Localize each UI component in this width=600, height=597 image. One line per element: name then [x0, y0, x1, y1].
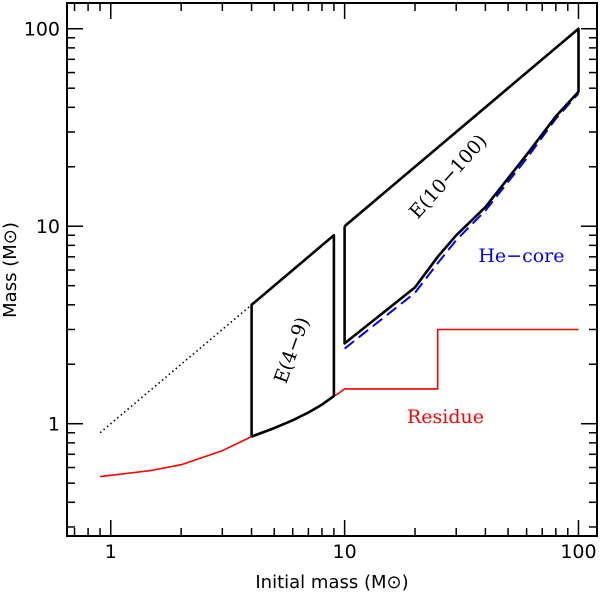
ticks: [67, 3, 597, 536]
x-tick-label: 1: [105, 541, 117, 563]
series-initial-mass-dotted: [99, 304, 253, 434]
annotations-group: E(4−9) E(10−100) He−core Residue: [270, 130, 565, 428]
annotation-e10100: E(10−100): [405, 130, 492, 223]
series-ejecta-10-100-boundary: [343, 27, 580, 345]
x-tick-label: 10: [333, 541, 357, 563]
y-tick-label: 1: [48, 414, 60, 436]
annotation-hecore: He−core: [478, 245, 564, 267]
y-axis-label: Mass (M⊙): [0, 222, 21, 318]
annotation-residue: Residue: [407, 406, 484, 428]
x-tick-label: 100: [560, 541, 596, 563]
series-residue: [100, 328, 579, 478]
y-tick-label: 10: [36, 216, 60, 238]
series-ejecta-4-9-boundary: [250, 234, 336, 438]
y-tick-label: 100: [24, 19, 60, 41]
x-axis-label: Initial mass (M⊙): [255, 572, 408, 593]
series-group: [99, 27, 580, 478]
tick-labels: 1 10 100 1 10 100: [24, 19, 597, 563]
plot-frame: [66, 2, 598, 537]
series-he-core: [343, 92, 580, 350]
annotation-e49: E(4−9): [270, 314, 314, 386]
